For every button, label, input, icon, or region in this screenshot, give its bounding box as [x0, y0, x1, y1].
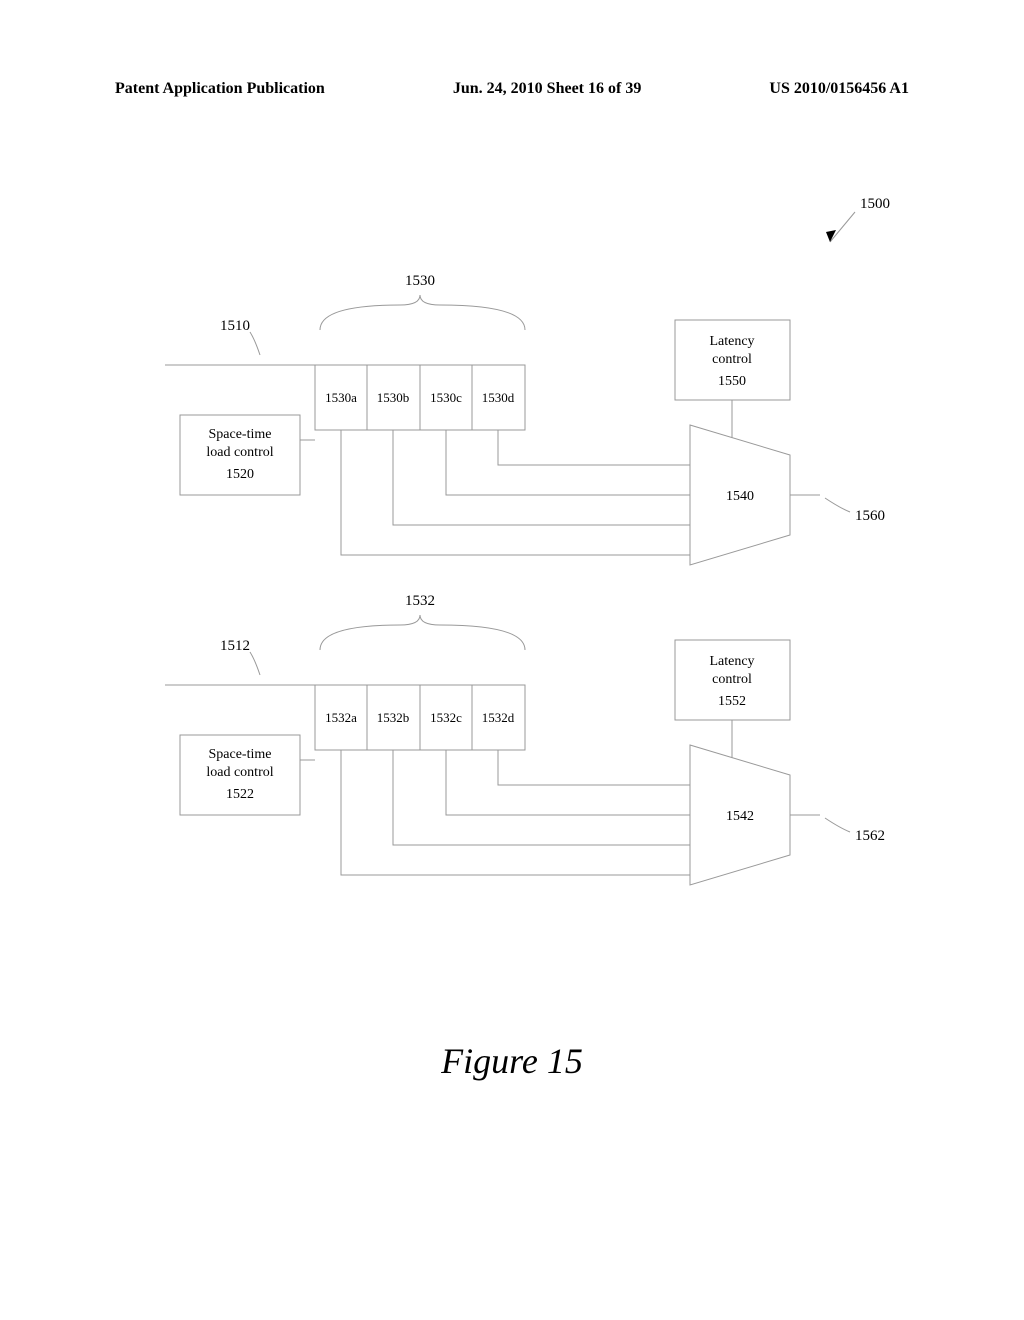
header-right: US 2010/0156456 A1 [769, 80, 909, 98]
upper-mux-ref: 1540 [726, 489, 754, 504]
upper-block: 1510 Space-time load control 1520 1530 1… [165, 273, 885, 565]
lower-mux-ref: 1542 [726, 809, 754, 824]
header-center: Jun. 24, 2010 Sheet 16 of 39 [453, 80, 641, 98]
lower-input-ref: 1512 [220, 638, 250, 654]
diagram: 1500 1510 Space-time load control 1520 1… [120, 180, 900, 1000]
figure-caption: Figure 15 [0, 1040, 1024, 1082]
lower-latency-ref: 1552 [718, 694, 746, 709]
lower-latency-l1: Latency [709, 654, 754, 669]
lower-shift-d: 1532d [482, 710, 515, 725]
upper-shift-d: 1530d [482, 390, 515, 405]
upper-latency-l2: control [712, 352, 752, 367]
lower-spacetime-l1: Space-time [209, 747, 272, 762]
lower-shift-c: 1532c [430, 710, 462, 725]
page-header: Patent Application Publication Jun. 24, … [0, 80, 1024, 98]
upper-shift-b: 1530b [377, 390, 410, 405]
lower-shift-a: 1532a [325, 710, 357, 725]
main-ref-label: 1500 [860, 196, 890, 212]
lower-spacetime-ref: 1522 [226, 787, 254, 802]
lower-shift-ref: 1532 [405, 593, 435, 609]
upper-input-ref: 1510 [220, 318, 250, 334]
header-left: Patent Application Publication [115, 80, 325, 98]
upper-spacetime-l1: Space-time [209, 427, 272, 442]
upper-shift-c: 1530c [430, 390, 462, 405]
lower-latency-l2: control [712, 672, 752, 687]
upper-spacetime-l2: load control [206, 445, 273, 460]
lower-output-ref: 1562 [855, 828, 885, 844]
upper-shift-ref: 1530 [405, 273, 435, 289]
upper-shift-a: 1530a [325, 390, 357, 405]
lower-shift-b: 1532b [377, 710, 410, 725]
lower-block: 1512 Space-time load control 1522 1532 1… [165, 593, 885, 885]
upper-spacetime-ref: 1520 [226, 467, 254, 482]
upper-output-ref: 1560 [855, 508, 885, 524]
lower-spacetime-l2: load control [206, 765, 273, 780]
upper-latency-ref: 1550 [718, 374, 746, 389]
upper-latency-l1: Latency [709, 334, 754, 349]
